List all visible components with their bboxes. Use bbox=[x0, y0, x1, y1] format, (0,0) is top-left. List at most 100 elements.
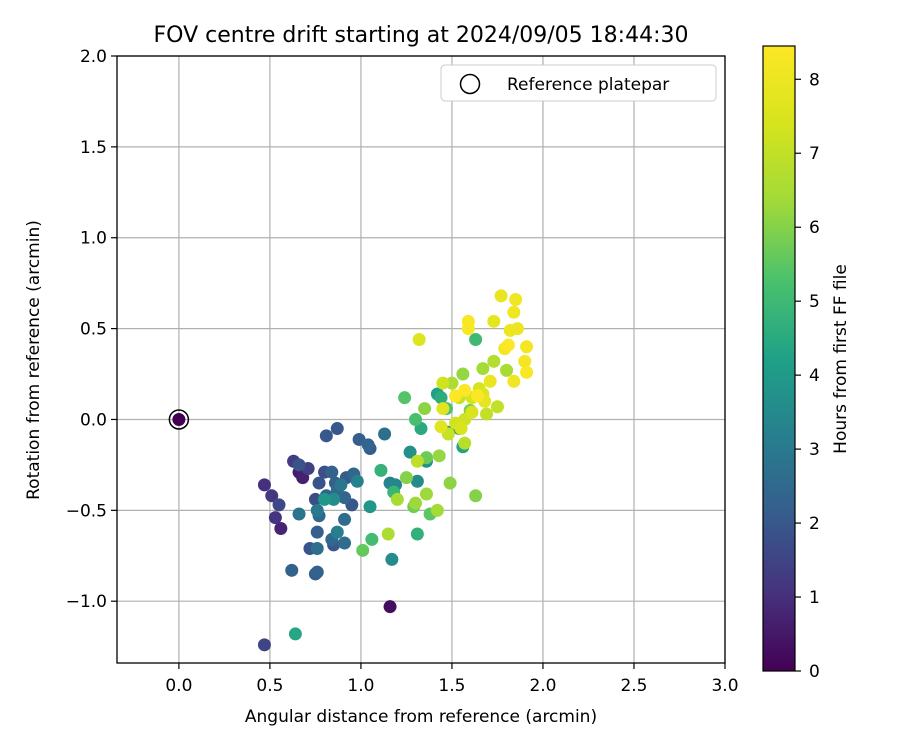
y-tick-label: 1.0 bbox=[80, 229, 107, 249]
colorbar-tick-label: 2 bbox=[809, 514, 820, 534]
data-point bbox=[327, 492, 341, 506]
y-axis-ticks: −1.0 −0.5 0.0 0.5 1.0 1.5 2.0 bbox=[66, 47, 117, 612]
data-point bbox=[292, 507, 306, 521]
y-tick-label: 2.0 bbox=[80, 47, 107, 67]
x-tick-label: 1.0 bbox=[347, 676, 374, 696]
data-point bbox=[461, 322, 475, 336]
data-point bbox=[310, 565, 324, 579]
y-axis-label: Rotation from reference (arcmin) bbox=[24, 220, 44, 500]
data-point bbox=[418, 402, 432, 416]
data-point bbox=[383, 600, 397, 614]
data-point bbox=[507, 305, 521, 319]
y-tick-label: 0.0 bbox=[80, 410, 107, 430]
data-point bbox=[487, 354, 501, 368]
colorbar bbox=[762, 45, 796, 672]
data-point bbox=[334, 478, 348, 492]
data-point bbox=[274, 522, 288, 536]
data-point bbox=[480, 407, 494, 421]
data-point bbox=[443, 476, 457, 490]
data-point bbox=[381, 527, 395, 541]
data-point bbox=[399, 471, 413, 485]
x-axis-label: Angular distance from reference (arcmin) bbox=[245, 707, 597, 727]
colorbar-tick-label: 3 bbox=[809, 440, 820, 460]
data-point bbox=[469, 333, 483, 347]
data-point bbox=[487, 314, 501, 328]
data-point bbox=[319, 429, 333, 443]
data-point bbox=[458, 436, 472, 450]
data-point bbox=[385, 552, 399, 566]
data-point bbox=[338, 512, 352, 526]
colorbar-tick-label: 1 bbox=[809, 588, 820, 608]
data-point bbox=[410, 454, 424, 468]
data-point bbox=[430, 503, 444, 517]
colorbar-tick-label: 8 bbox=[809, 70, 820, 90]
data-point bbox=[518, 354, 532, 368]
data-point bbox=[409, 412, 423, 426]
data-point bbox=[330, 422, 344, 436]
data-point bbox=[410, 527, 424, 541]
data-point bbox=[350, 474, 364, 488]
data-point bbox=[398, 391, 412, 405]
x-tick-label: 0.5 bbox=[256, 676, 283, 696]
x-tick-label: 2.0 bbox=[529, 676, 556, 696]
colorbar-tick-label: 4 bbox=[809, 366, 820, 386]
data-point bbox=[257, 478, 271, 492]
data-point bbox=[288, 627, 302, 641]
data-point bbox=[356, 543, 370, 557]
data-point bbox=[507, 374, 521, 388]
data-point bbox=[454, 422, 468, 436]
data-point bbox=[365, 532, 379, 546]
data-point bbox=[330, 525, 344, 539]
data-point bbox=[445, 376, 459, 390]
data-point bbox=[363, 500, 377, 514]
legend-box bbox=[440, 64, 717, 102]
data-point bbox=[469, 489, 483, 503]
data-point bbox=[465, 405, 479, 419]
data-point bbox=[490, 400, 504, 414]
legend-reference-marker bbox=[459, 73, 481, 95]
data-point bbox=[500, 363, 514, 377]
x-tick-label: 2.5 bbox=[620, 676, 647, 696]
data-point bbox=[325, 465, 339, 479]
data-point bbox=[476, 362, 490, 376]
x-tick-label: 0.0 bbox=[165, 676, 192, 696]
data-point bbox=[403, 445, 417, 459]
colorbar-tick-label: 6 bbox=[809, 218, 820, 238]
data-point bbox=[436, 402, 450, 416]
y-tick-label: 0.5 bbox=[80, 320, 107, 340]
data-point bbox=[338, 536, 352, 550]
data-point bbox=[520, 340, 534, 354]
data-point bbox=[310, 525, 324, 539]
data-point bbox=[419, 487, 433, 501]
y-tick-label: −1.0 bbox=[66, 592, 107, 612]
data-point bbox=[292, 458, 306, 472]
data-point bbox=[509, 293, 523, 307]
x-tick-label: 3.0 bbox=[711, 676, 738, 696]
data-point bbox=[310, 503, 324, 517]
y-tick-label: −0.5 bbox=[66, 501, 107, 521]
data-point bbox=[470, 389, 484, 403]
data-point bbox=[272, 498, 286, 512]
colorbar-tick-label: 0 bbox=[809, 662, 820, 682]
data-point bbox=[409, 496, 423, 510]
data-point bbox=[520, 365, 534, 379]
data-point bbox=[257, 638, 271, 652]
data-point bbox=[310, 542, 324, 556]
data-point bbox=[285, 563, 299, 577]
data-point bbox=[434, 420, 448, 434]
colorbar-ticks: 0 1 2 3 4 5 6 7 8 bbox=[795, 70, 820, 682]
data-point bbox=[312, 476, 326, 490]
data-points bbox=[168, 289, 534, 652]
x-tick-label: 1.5 bbox=[438, 676, 465, 696]
data-point bbox=[410, 474, 424, 488]
data-point bbox=[412, 333, 426, 347]
colorbar-label: Hours from first FF file bbox=[831, 264, 851, 454]
data-point bbox=[458, 383, 472, 397]
data-point bbox=[510, 322, 524, 336]
data-point bbox=[456, 367, 470, 381]
y-tick-label: 1.5 bbox=[80, 138, 107, 158]
data-point bbox=[494, 289, 508, 303]
chart-title: FOV centre drift starting at 2024/09/05 … bbox=[154, 23, 689, 48]
